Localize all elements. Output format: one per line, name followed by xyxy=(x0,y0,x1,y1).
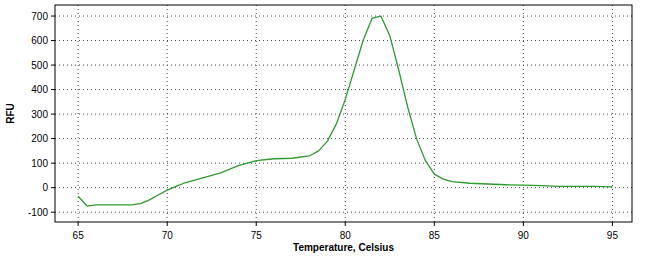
y-axis-label: RFU xyxy=(5,103,16,124)
series-line xyxy=(78,16,612,206)
x-axis-label: Temperature, Celsius xyxy=(293,242,394,253)
x-tick-label: 80 xyxy=(340,230,352,241)
y-grid-line xyxy=(55,16,632,17)
x-grid-line xyxy=(612,5,613,222)
x-tick-label: 90 xyxy=(518,230,530,241)
y-grid-line xyxy=(55,212,632,213)
y-tick xyxy=(51,138,55,139)
x-tick xyxy=(434,222,435,226)
y-grid-line xyxy=(55,114,632,115)
x-tick-label: 70 xyxy=(162,230,174,241)
y-tick xyxy=(51,163,55,164)
x-tick-label: 65 xyxy=(73,230,85,241)
x-tick xyxy=(612,222,613,226)
y-tick xyxy=(51,114,55,115)
x-tick-label: 95 xyxy=(607,230,619,241)
y-tick-label: 600 xyxy=(31,35,48,46)
y-tick-label: -100 xyxy=(28,207,48,218)
y-tick-label: 100 xyxy=(31,158,48,169)
x-tick xyxy=(523,222,524,226)
x-tick xyxy=(167,222,168,226)
y-grid-line xyxy=(55,187,632,188)
chart: 65 70 75 80 85 90 95 -100 0 100 200 300 400 500 600 700… xyxy=(0,0,653,260)
x-grid-line xyxy=(523,5,524,222)
x-tick xyxy=(256,222,257,226)
x-grid-line xyxy=(345,5,346,222)
y-tick-label: 0 xyxy=(42,182,48,193)
y-grid-line xyxy=(55,65,632,66)
y-tick-label: 500 xyxy=(31,60,48,71)
x-tick xyxy=(345,222,346,226)
y-tick xyxy=(51,212,55,213)
y-tick-label: 200 xyxy=(31,133,48,144)
y-tick xyxy=(51,40,55,41)
x-tick-label: 85 xyxy=(429,230,441,241)
y-tick xyxy=(51,65,55,66)
x-tick xyxy=(78,222,79,226)
x-grid-line xyxy=(78,5,79,222)
y-tick xyxy=(51,187,55,188)
y-tick-label: 400 xyxy=(31,84,48,95)
y-tick xyxy=(51,16,55,17)
y-grid-line xyxy=(55,138,632,139)
x-grid-line xyxy=(434,5,435,222)
y-tick xyxy=(51,89,55,90)
series-group xyxy=(78,16,612,206)
plot-frame xyxy=(55,5,632,222)
y-tick-label: 700 xyxy=(31,11,48,22)
y-grid-line xyxy=(55,89,632,90)
y-tick-label: 300 xyxy=(31,109,48,120)
x-grid-line xyxy=(256,5,257,222)
x-tick-label: 75 xyxy=(251,230,263,241)
y-grid-line xyxy=(55,163,632,164)
y-grid-line xyxy=(55,40,632,41)
